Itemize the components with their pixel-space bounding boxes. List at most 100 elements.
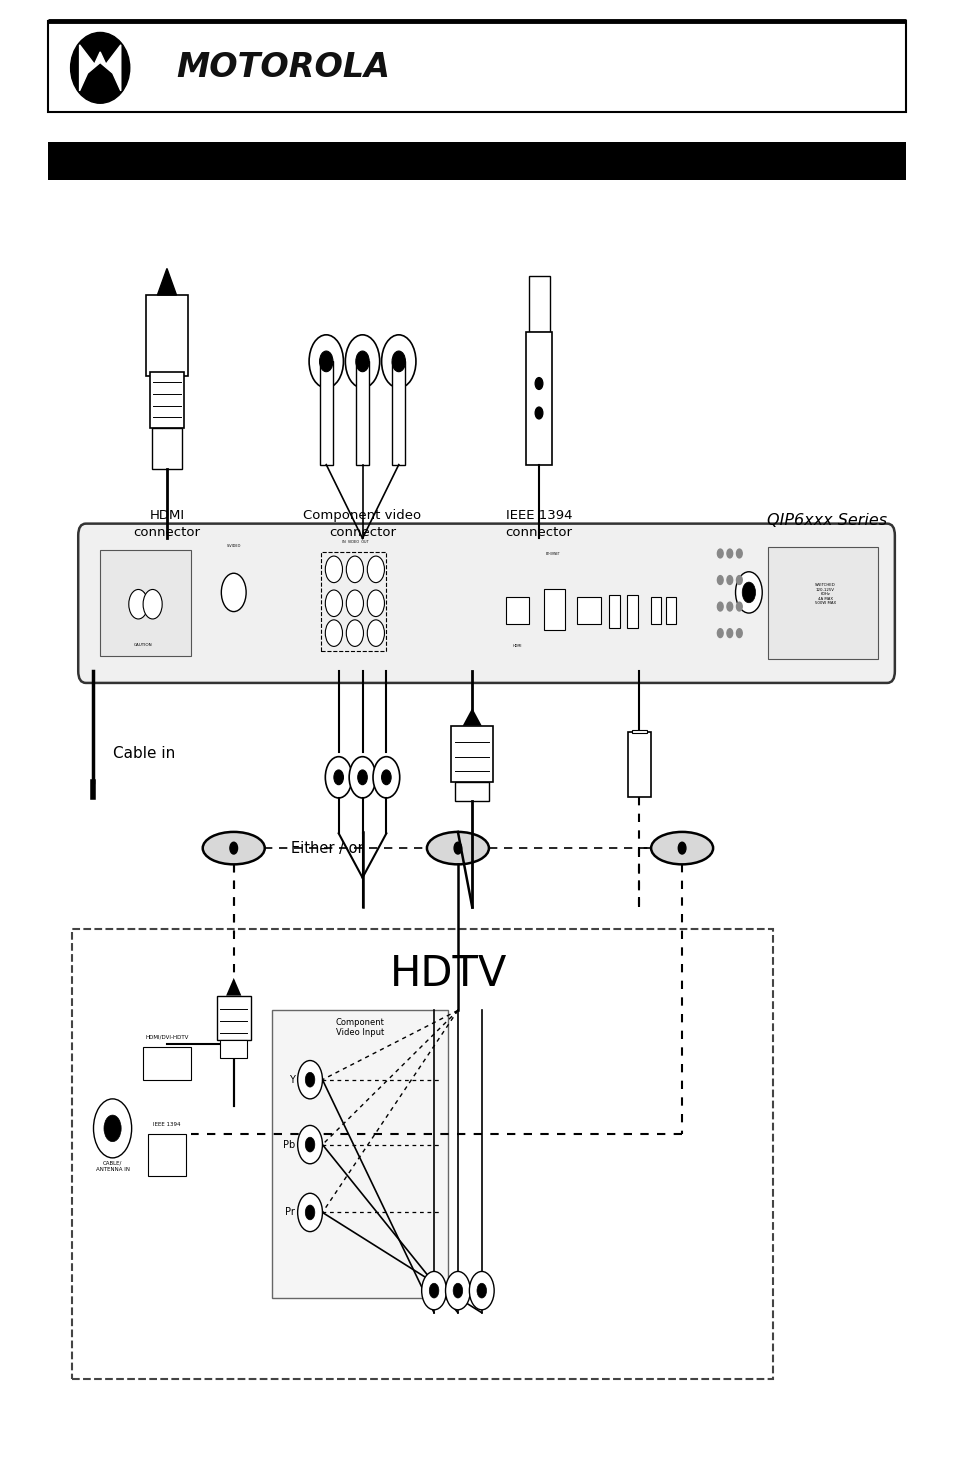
- FancyBboxPatch shape: [71, 929, 772, 1379]
- Circle shape: [476, 1283, 486, 1298]
- Text: CABLE/
ANTENNA IN: CABLE/ ANTENNA IN: [95, 1161, 130, 1171]
- Circle shape: [345, 335, 379, 388]
- Text: Either / or: Either / or: [291, 841, 363, 855]
- Polygon shape: [226, 978, 241, 996]
- Circle shape: [392, 351, 405, 372]
- Text: Component
Video Input: Component Video Input: [335, 1018, 384, 1037]
- Circle shape: [346, 620, 363, 646]
- Bar: [148, 1134, 186, 1176]
- Text: IN  VIDEO  OUT: IN VIDEO OUT: [341, 540, 368, 544]
- Polygon shape: [79, 44, 121, 91]
- Text: QIP6xxx Series: QIP6xxx Series: [766, 513, 886, 528]
- Circle shape: [355, 351, 369, 372]
- Bar: [272, 1010, 448, 1298]
- Bar: [451, 726, 493, 782]
- Bar: [608, 596, 619, 628]
- Circle shape: [726, 602, 732, 611]
- Circle shape: [297, 1061, 322, 1099]
- Bar: [216, 996, 251, 1040]
- Circle shape: [357, 770, 367, 785]
- Circle shape: [381, 770, 391, 785]
- Circle shape: [334, 770, 343, 785]
- Text: Pr: Pr: [285, 1208, 294, 1217]
- Circle shape: [367, 620, 384, 646]
- Circle shape: [297, 1193, 322, 1232]
- Bar: [220, 1040, 247, 1058]
- Bar: [319, 361, 333, 465]
- Circle shape: [325, 590, 342, 617]
- Circle shape: [129, 590, 148, 620]
- Circle shape: [346, 556, 363, 583]
- Text: ⚠: ⚠: [138, 591, 148, 602]
- Polygon shape: [157, 268, 176, 295]
- Circle shape: [104, 1115, 121, 1142]
- Bar: [627, 732, 650, 797]
- Bar: [525, 332, 552, 465]
- Circle shape: [717, 575, 722, 584]
- Text: SWITCHED
120-125V
60Hz
4A MAX
500W MAX: SWITCHED 120-125V 60Hz 4A MAX 500W MAX: [814, 583, 835, 605]
- Circle shape: [445, 1271, 470, 1310]
- Circle shape: [717, 602, 722, 611]
- Circle shape: [319, 351, 333, 372]
- Bar: [505, 597, 529, 624]
- Bar: [48, 142, 905, 180]
- Text: HDMI
connector: HDMI connector: [133, 509, 200, 538]
- Text: IEEE 1394: IEEE 1394: [153, 1122, 180, 1127]
- Bar: [100, 550, 191, 656]
- Circle shape: [143, 590, 162, 620]
- Circle shape: [93, 1099, 132, 1158]
- Circle shape: [421, 1271, 446, 1310]
- Bar: [626, 596, 638, 628]
- FancyBboxPatch shape: [78, 524, 894, 683]
- Circle shape: [346, 590, 363, 617]
- Ellipse shape: [71, 32, 130, 103]
- Circle shape: [741, 583, 755, 603]
- Text: Cable in: Cable in: [112, 746, 174, 761]
- Text: CAUTION: CAUTION: [133, 643, 152, 646]
- Polygon shape: [462, 708, 481, 726]
- Circle shape: [373, 757, 399, 798]
- Ellipse shape: [650, 832, 712, 864]
- Circle shape: [535, 407, 542, 419]
- Bar: [150, 372, 184, 428]
- Circle shape: [349, 757, 375, 798]
- Bar: [152, 428, 182, 469]
- Circle shape: [736, 549, 741, 558]
- Bar: [543, 589, 564, 630]
- Text: HDMI: HDMI: [512, 645, 521, 648]
- Circle shape: [305, 1072, 314, 1087]
- Text: IEEE 1394
connector: IEEE 1394 connector: [505, 509, 572, 538]
- Bar: [143, 1047, 191, 1080]
- Bar: [146, 295, 188, 376]
- Circle shape: [469, 1271, 494, 1310]
- Circle shape: [305, 1205, 314, 1220]
- Circle shape: [735, 572, 761, 614]
- Text: ETHERNET: ETHERNET: [545, 552, 560, 556]
- Bar: [48, 21, 905, 112]
- Circle shape: [367, 590, 384, 617]
- Circle shape: [305, 1137, 314, 1152]
- Bar: [392, 361, 405, 465]
- Text: Component video
connector: Component video connector: [303, 509, 421, 538]
- Circle shape: [381, 335, 416, 388]
- Text: MOTOROLA: MOTOROLA: [176, 52, 390, 84]
- Circle shape: [736, 602, 741, 611]
- Circle shape: [678, 842, 685, 854]
- Circle shape: [230, 842, 237, 854]
- Circle shape: [297, 1125, 322, 1164]
- Circle shape: [453, 1283, 462, 1298]
- Circle shape: [325, 620, 342, 646]
- Circle shape: [325, 556, 342, 583]
- Circle shape: [736, 575, 741, 584]
- Bar: [665, 597, 676, 624]
- Circle shape: [454, 842, 461, 854]
- Bar: [577, 597, 600, 624]
- Ellipse shape: [202, 832, 264, 864]
- Circle shape: [717, 628, 722, 637]
- Text: S-VIDEO: S-VIDEO: [226, 544, 241, 549]
- Circle shape: [429, 1283, 438, 1298]
- Text: Pb: Pb: [282, 1140, 294, 1149]
- Circle shape: [726, 628, 732, 637]
- Text: HDMI/DVI-HDTV: HDMI/DVI-HDTV: [145, 1035, 189, 1040]
- Bar: [455, 782, 489, 801]
